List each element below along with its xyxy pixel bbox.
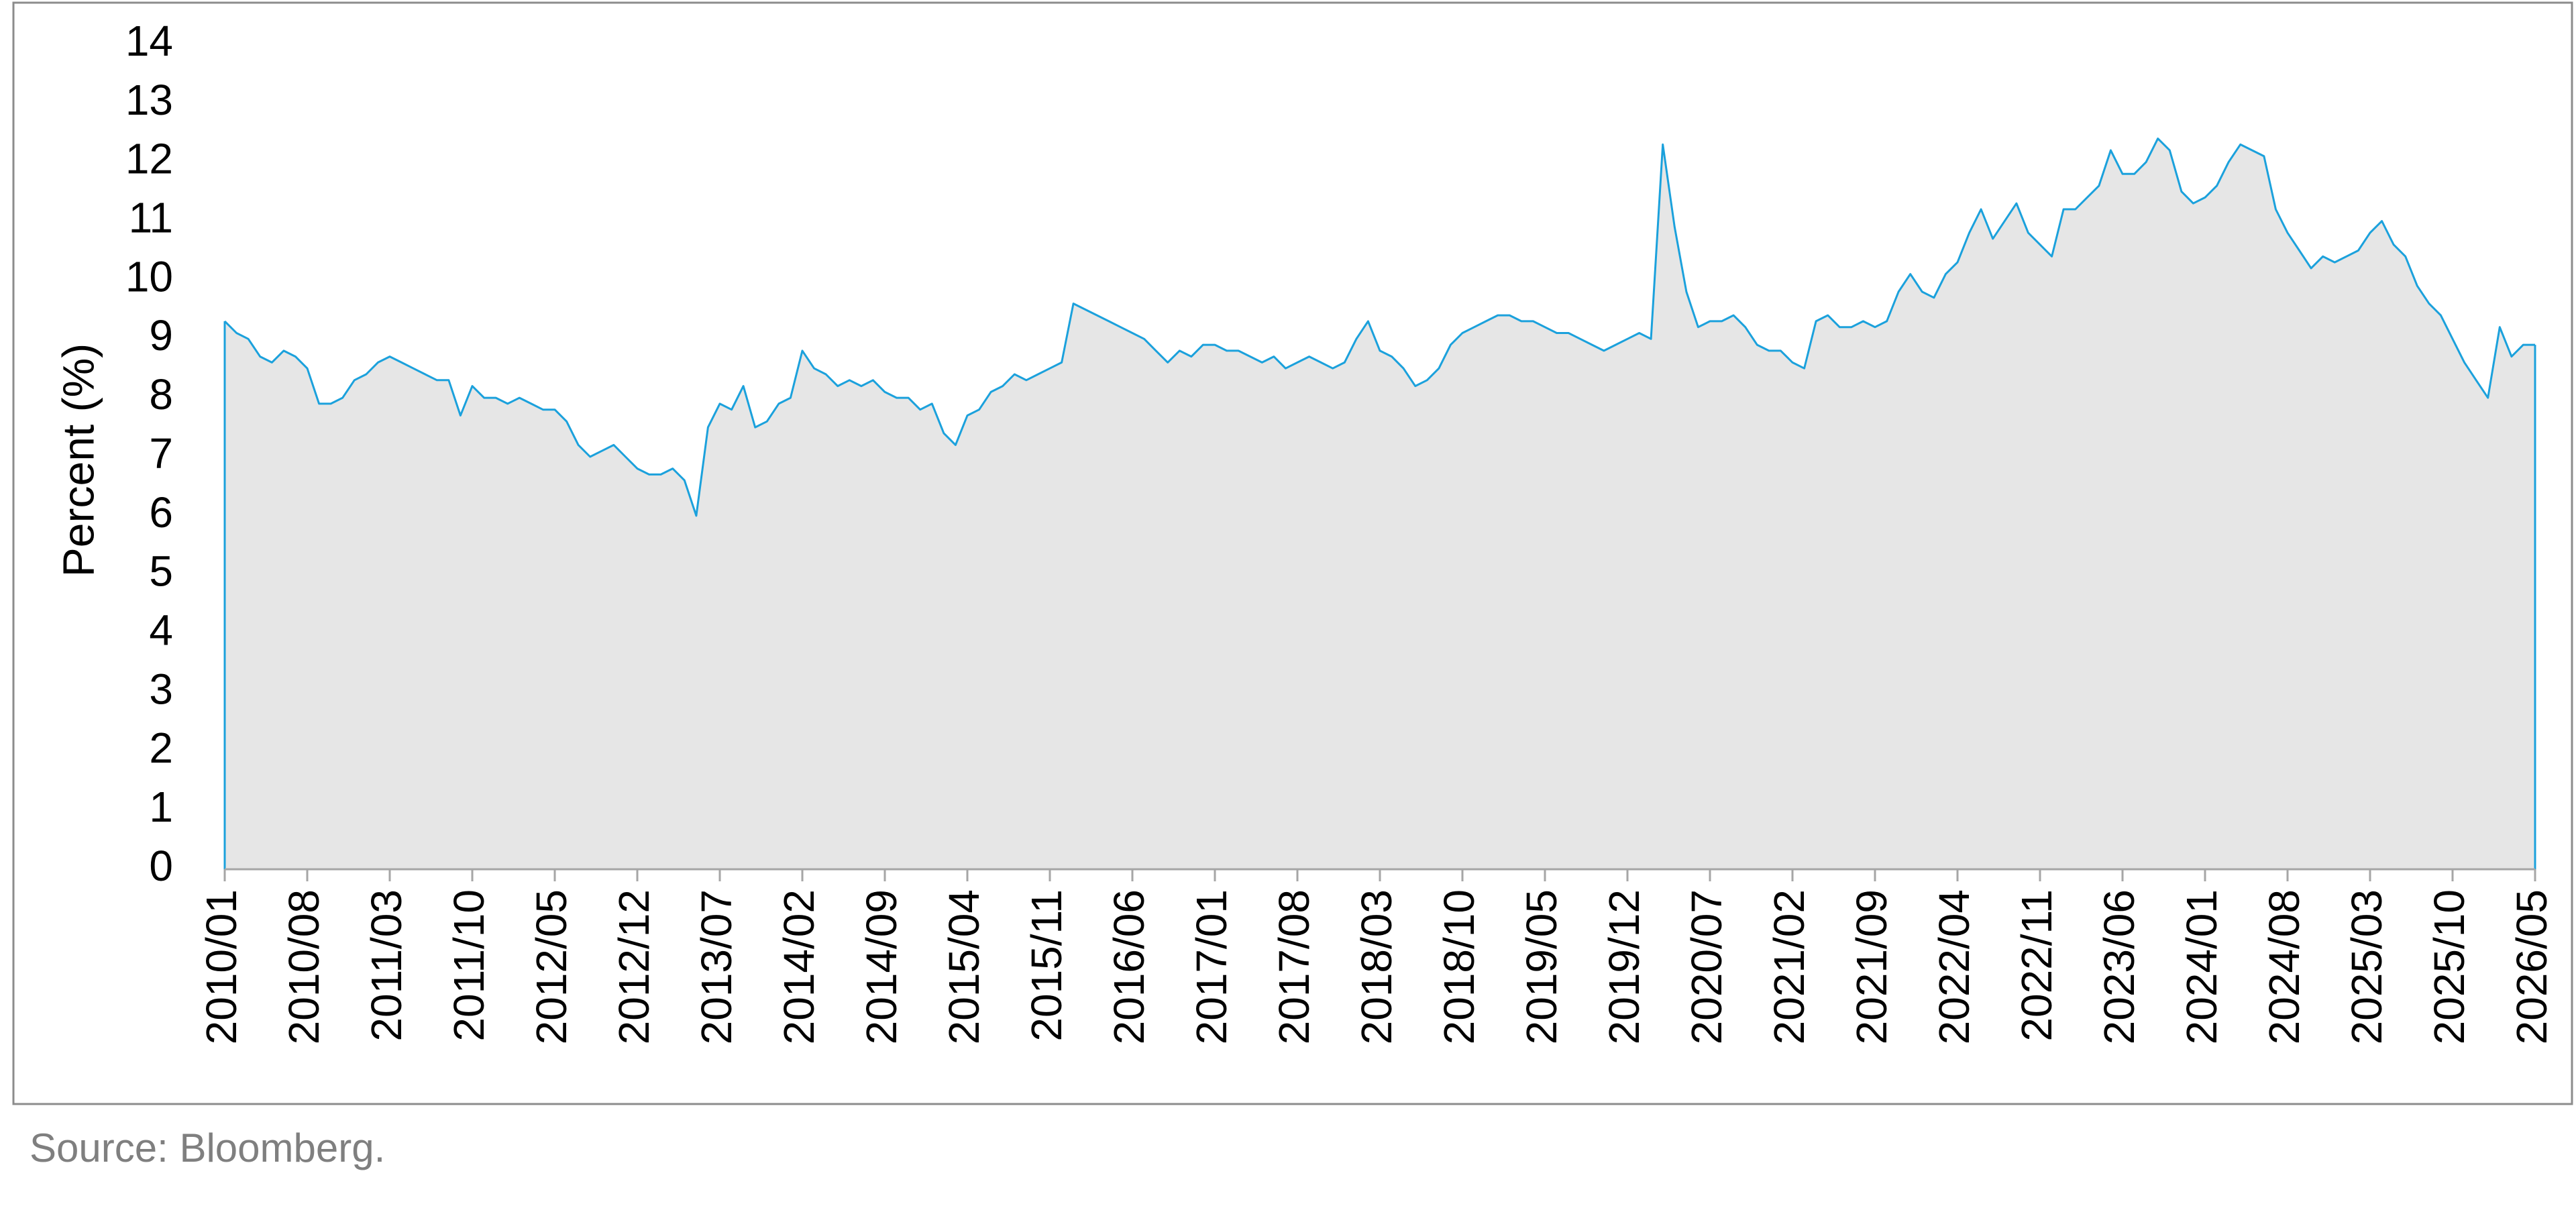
x-tick-label: 2021/09: [1847, 889, 1896, 1044]
x-tick-label: 2021/02: [1765, 889, 1813, 1044]
y-tick-label: 6: [149, 488, 173, 537]
y-tick-label: 10: [125, 252, 173, 300]
x-tick-label: 2018/10: [1435, 889, 1483, 1044]
x-tick-label: 2022/04: [1930, 889, 1978, 1044]
x-tick-label: 2016/06: [1105, 889, 1153, 1044]
y-tick-label: 4: [149, 606, 173, 654]
x-tick-label: 2015/04: [940, 889, 988, 1044]
x-tick-label: 2018/03: [1352, 889, 1401, 1044]
x-tick-label: 2019/05: [1517, 889, 1566, 1044]
y-tick-label: 11: [129, 193, 173, 241]
area-fill: [225, 138, 2535, 870]
x-tick-label: 2014/09: [857, 889, 906, 1044]
y-tick-label: 14: [125, 17, 173, 65]
x-tick-label: 2020/07: [1682, 889, 1731, 1044]
x-tick-label: 2026/05: [2508, 889, 2556, 1044]
y-tick-label: 1: [149, 783, 173, 831]
x-tick-label: 2024/08: [2260, 889, 2308, 1044]
x-tick-label: 2022/11: [2012, 889, 2061, 1042]
x-tick-label: 2012/12: [610, 889, 658, 1044]
y-tick-label: 3: [149, 665, 173, 713]
x-tick-label: 2012/05: [527, 889, 576, 1044]
x-tick-label: 2011/10: [445, 889, 493, 1042]
y-tick-label: 0: [149, 842, 173, 890]
x-tick-label: 2011/03: [362, 889, 411, 1042]
y-tick-label: 2: [149, 724, 173, 772]
y-tick-label: 7: [149, 429, 173, 478]
x-tick-label: 2013/07: [692, 889, 741, 1044]
chart-frame: [12, 1, 2573, 1105]
x-tick-label: 2015/11: [1022, 889, 1071, 1042]
x-tick-label: 2025/10: [2425, 889, 2473, 1044]
y-tick-label: 13: [125, 76, 173, 124]
y-tick-label: 5: [149, 547, 173, 596]
y-tick-label: 9: [149, 311, 173, 360]
y-tick-label: 8: [149, 370, 173, 419]
x-tick-label: 2014/02: [775, 889, 823, 1044]
source-note: Source: Bloomberg.: [30, 1125, 385, 1170]
x-tick-label: 2010/08: [280, 889, 328, 1044]
data-line: [223, 137, 2535, 517]
x-tick-label: 2017/01: [1187, 889, 1236, 1044]
x-tick-label: 2025/03: [2343, 889, 2391, 1044]
x-tick-label: 2017/08: [1270, 889, 1318, 1044]
y-axis-label: Percent (%): [53, 343, 103, 577]
x-tick-label: 2019/12: [1600, 889, 1648, 1044]
y-tick-label: 12: [125, 135, 173, 183]
x-tick-label: 2024/01: [2178, 889, 2226, 1044]
x-tick-label: 2010/01: [197, 889, 246, 1044]
x-tick-label: 2023/06: [2095, 889, 2143, 1044]
